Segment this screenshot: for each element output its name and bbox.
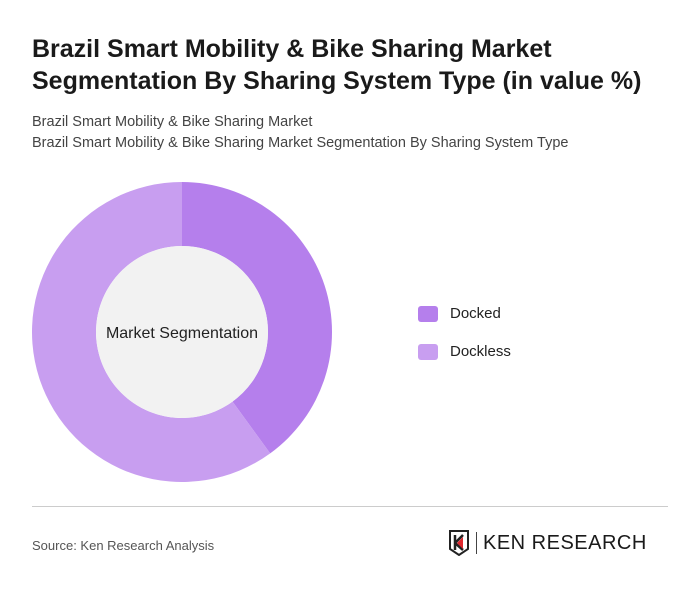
logo-separator — [476, 532, 477, 554]
subtitle-segmentation: Brazil Smart Mobility & Bike Sharing Mar… — [32, 135, 569, 151]
source-note: Source: Ken Research Analysis — [32, 538, 215, 553]
subtitle-market: Brazil Smart Mobility & Bike Sharing Mar… — [32, 114, 313, 130]
ken-research-logo: KEN RESEARCH — [448, 530, 647, 556]
center-label: Market Segmentation — [106, 325, 258, 342]
donut-center — [96, 246, 268, 418]
legend-item-dockless: Dockless — [418, 343, 511, 360]
ken-research-shield-icon — [449, 530, 469, 556]
legend-label-docked: Docked — [450, 305, 501, 322]
legend-item-docked: Docked — [418, 305, 501, 322]
slice-dockless — [31, 182, 271, 483]
logo-text: KEN RESEARCH — [483, 531, 647, 554]
slice-docked — [182, 182, 332, 454]
footer-divider — [32, 506, 668, 507]
legend-swatch-dockless — [418, 343, 438, 360]
chart-title: Brazil Smart Mobility & Bike Sharing Mar… — [32, 35, 642, 95]
legend-swatch-docked — [418, 305, 438, 322]
legend-label-dockless: Dockless — [450, 343, 511, 360]
